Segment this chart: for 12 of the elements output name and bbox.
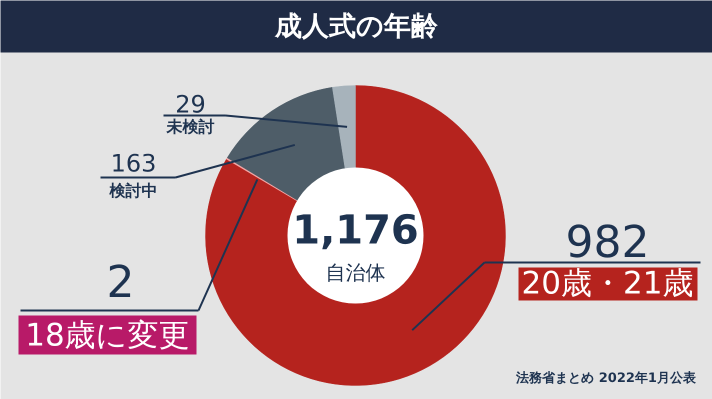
text: 1,176 [292,208,419,254]
slice-label: 20歳・21歳 [522,266,694,302]
slice-label: 未検討 [166,117,214,136]
data-label: 2 [106,257,135,308]
text: 自治体 [326,260,386,284]
text: 法務省まとめ 2022年1月公表 [515,371,697,386]
slice-label: 検討中 [108,181,158,200]
data-label: 163 [110,150,156,178]
chart-title: 成人式の年齢 [274,11,438,42]
data-label: 29 [175,90,206,118]
slice-label: 18歳に変更 [25,318,190,354]
data-label: 982 [566,217,650,268]
